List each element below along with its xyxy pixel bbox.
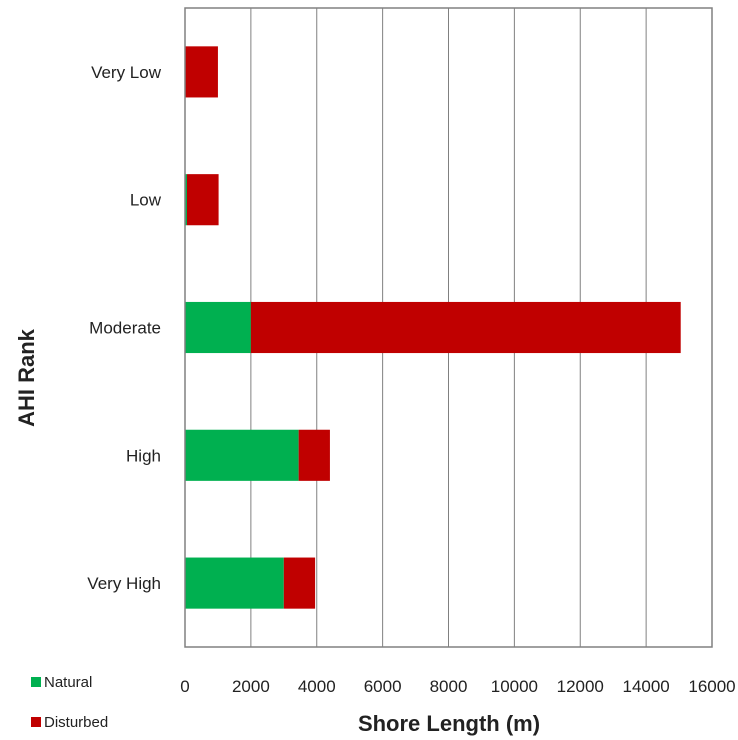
legend-label-disturbed: Disturbed xyxy=(44,714,108,731)
legend-swatch-natural xyxy=(31,677,41,687)
bar-disturbed xyxy=(250,301,681,354)
bar-natural xyxy=(185,429,299,481)
y-axis-title: AHI Rank xyxy=(14,328,39,427)
x-tick-label: 14000 xyxy=(622,677,669,696)
y-tick-labels: Very Low Low Moderate High Very High xyxy=(87,63,161,593)
x-tick-label: 6000 xyxy=(364,677,402,696)
x-tick-label: 16000 xyxy=(688,677,735,696)
y-tick-label: Moderate xyxy=(89,319,161,338)
bar-natural xyxy=(185,174,187,226)
plot-frame xyxy=(184,7,713,648)
bar-disturbed xyxy=(185,46,218,98)
bar-natural xyxy=(185,557,284,609)
y-tick-label: Very Low xyxy=(91,63,162,82)
x-axis-title: Shore Length (m) xyxy=(358,711,540,736)
legend: Natural Disturbed xyxy=(31,674,108,731)
legend-swatch-disturbed xyxy=(31,717,41,727)
bar-disturbed xyxy=(186,174,219,226)
x-tick-label: 2000 xyxy=(232,677,270,696)
bar-disturbed xyxy=(298,429,330,481)
bar-natural xyxy=(185,301,251,354)
x-tick-label: 8000 xyxy=(430,677,468,696)
x-tick-label: 10000 xyxy=(491,677,538,696)
bar-disturbed xyxy=(283,557,316,609)
legend-label-natural: Natural xyxy=(44,674,92,691)
x-tick-label: 0 xyxy=(180,677,189,696)
x-tick-label: 4000 xyxy=(298,677,336,696)
x-tick-labels: 0 2000 4000 6000 8000 10000 12000 14000 16000 xyxy=(180,677,735,696)
x-tick-label: 12000 xyxy=(557,677,604,696)
y-tick-label: Low xyxy=(130,191,162,210)
bars xyxy=(185,46,681,609)
y-tick-label: High xyxy=(126,446,161,465)
y-tick-label: Very High xyxy=(87,574,161,593)
